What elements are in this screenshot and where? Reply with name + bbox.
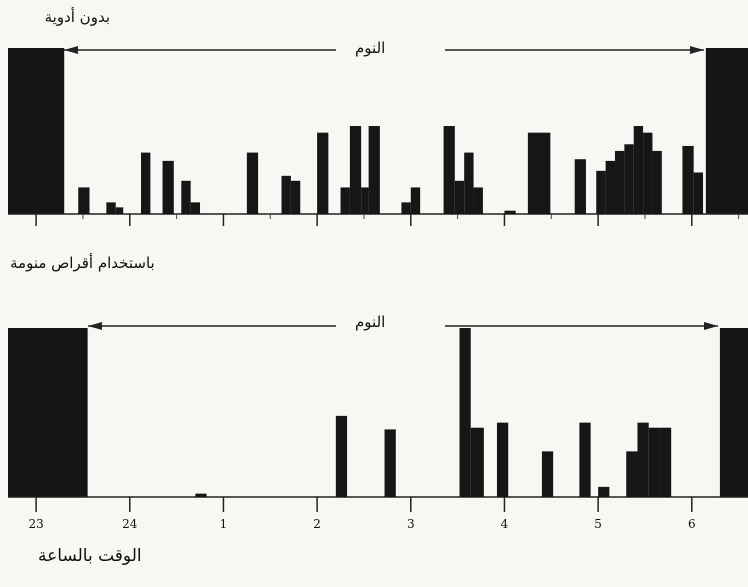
bar-0-31	[682, 145, 694, 214]
x-tick-label-23: 23	[28, 517, 43, 531]
x-tick-label-24: 24	[122, 517, 138, 531]
bar-0-3	[141, 152, 151, 214]
bar-0-12	[349, 126, 362, 214]
bar-0-13	[361, 187, 369, 214]
bar-0-11	[340, 187, 350, 214]
bar-1-8	[598, 486, 610, 497]
panel-bottom-title: باستخدام أقراص منومة	[10, 254, 155, 272]
bar-1-0	[195, 493, 207, 497]
bar-1-11	[648, 427, 660, 497]
bar-0-26	[614, 150, 625, 214]
bar-1-9	[626, 451, 638, 497]
bar-1-6	[541, 451, 554, 497]
bar-0-24	[596, 170, 606, 214]
bar-0-19	[464, 152, 474, 214]
bar-0-4	[162, 160, 174, 214]
bar-1-12	[659, 427, 672, 497]
bar-1-10	[637, 422, 649, 497]
bar-1-1	[335, 415, 348, 497]
x-tick-label-3: 3	[407, 517, 415, 531]
bar-1-4	[470, 427, 484, 497]
x-tick-label-6: 6	[688, 517, 696, 531]
bar-0-20	[473, 187, 483, 214]
bar-0-5	[181, 180, 191, 214]
x-tick-label-1: 1	[220, 517, 228, 531]
arrowhead-right-1	[704, 322, 718, 330]
bar-0-29	[643, 132, 653, 214]
bar-0-21	[504, 210, 516, 214]
bar-0-10	[317, 132, 329, 214]
bar-1-5	[496, 422, 509, 497]
x-tick-label-5: 5	[594, 517, 602, 531]
bar-1-2	[384, 429, 396, 497]
bar-0-7	[246, 152, 259, 214]
bar-0-27	[624, 144, 634, 214]
bar-0-1	[106, 202, 116, 214]
bar-0-9	[290, 180, 301, 214]
bar-0-2	[115, 207, 124, 214]
panel-bottom-sleep-label: النوم	[355, 313, 386, 331]
bar-0-14	[368, 126, 380, 214]
bar-0-16	[410, 187, 421, 214]
awake-block-0-1	[705, 48, 748, 214]
bar-1-3	[459, 328, 471, 497]
panel-top-sleep-label: النوم	[355, 39, 386, 57]
awake-block-1-0	[8, 328, 88, 497]
bar-0-8	[281, 175, 291, 214]
x-axis-label: الوقت بالساعة	[38, 546, 142, 566]
arrowhead-left-0	[64, 46, 78, 54]
panel-top-title: بدون أدوية	[44, 8, 110, 26]
arrowhead-left-1	[88, 322, 102, 330]
x-tick-label-4: 4	[501, 517, 509, 531]
bar-0-32	[693, 172, 704, 214]
bar-0-15	[401, 202, 411, 214]
bar-0-22	[527, 132, 551, 214]
bar-0-23	[574, 159, 586, 214]
bar-0-25	[605, 160, 615, 214]
awake-block-1-1	[719, 328, 748, 497]
bar-1-7	[579, 422, 591, 497]
arrowhead-right-0	[690, 46, 704, 54]
awake-block-0-0	[8, 48, 65, 214]
bar-0-30	[652, 150, 662, 214]
bar-0-17	[443, 126, 455, 214]
bar-0-28	[633, 126, 644, 214]
bar-0-18	[454, 180, 465, 214]
bar-0-6	[190, 202, 201, 214]
x-tick-label-2: 2	[313, 517, 321, 531]
bar-0-0	[78, 187, 90, 214]
